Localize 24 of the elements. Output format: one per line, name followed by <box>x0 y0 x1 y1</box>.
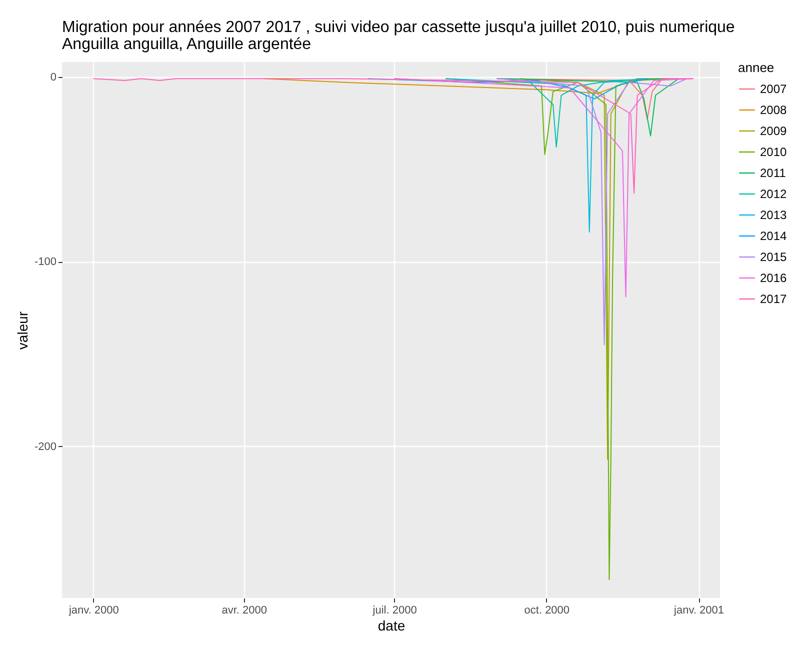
x-tick-label: oct. 2000 <box>524 604 570 616</box>
x-tick-label: janv. 2001 <box>673 604 724 616</box>
legend-label: 2009 <box>760 124 788 138</box>
chart-title: Migration pour années 2007 2017 , suivi video par cassette jusqu'a juillet 2010, puis numerique <box>62 19 735 36</box>
legend-label: 2007 <box>760 82 788 96</box>
legend-label: 2014 <box>760 229 788 243</box>
legend-label: 2016 <box>760 271 788 285</box>
x-tick-label: janv. 2000 <box>68 604 119 616</box>
x-tick-label: juil. 2000 <box>372 604 417 616</box>
legend-title: annee <box>738 60 774 75</box>
legend-label: 2011 <box>760 166 786 180</box>
legend-label: 2017 <box>760 292 788 306</box>
y-axis-title: valeur <box>14 311 30 350</box>
legend-label: 2008 <box>760 103 788 117</box>
x-tick-label: avr. 2000 <box>222 604 267 616</box>
y-tick-label: -200 <box>34 440 56 453</box>
legend-label: 2015 <box>760 250 788 264</box>
legend-label: 2010 <box>760 145 788 159</box>
y-tick-label: 0 <box>50 71 56 84</box>
x-axis-title: date <box>378 618 406 634</box>
y-tick-label: -100 <box>34 256 56 268</box>
legend-label: 2013 <box>760 208 788 222</box>
chart-subtitle: Anguilla anguilla, Anguille argentée <box>62 36 312 53</box>
legend-label: 2012 <box>760 187 788 201</box>
